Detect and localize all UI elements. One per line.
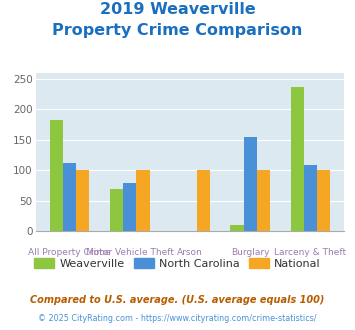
Bar	[50, 120, 63, 231]
Bar	[244, 137, 257, 231]
Text: Larceny & Theft: Larceny & Theft	[274, 248, 346, 257]
Text: Property Crime Comparison: Property Crime Comparison	[52, 23, 303, 38]
Text: Motor Vehicle Theft: Motor Vehicle Theft	[86, 248, 174, 257]
Text: © 2025 CityRating.com - https://www.cityrating.com/crime-statistics/: © 2025 CityRating.com - https://www.city…	[38, 314, 317, 323]
Text: 2019 Weaverville: 2019 Weaverville	[100, 2, 255, 16]
Text: All Property Crime: All Property Crime	[28, 248, 111, 257]
Bar	[136, 170, 149, 231]
Text: Compared to U.S. average. (U.S. average equals 100): Compared to U.S. average. (U.S. average …	[30, 295, 325, 305]
Bar	[76, 170, 89, 231]
Bar	[304, 165, 317, 231]
Bar	[110, 189, 123, 231]
Text: Arson: Arson	[177, 248, 203, 257]
Text: Burglary: Burglary	[231, 248, 269, 257]
Bar	[63, 163, 76, 231]
Legend: Weaverville, North Carolina, National: Weaverville, North Carolina, National	[29, 254, 326, 273]
Bar	[230, 225, 244, 231]
Bar	[197, 170, 210, 231]
Bar	[257, 170, 270, 231]
Bar	[123, 183, 136, 231]
Bar	[290, 87, 304, 231]
Bar	[317, 170, 330, 231]
